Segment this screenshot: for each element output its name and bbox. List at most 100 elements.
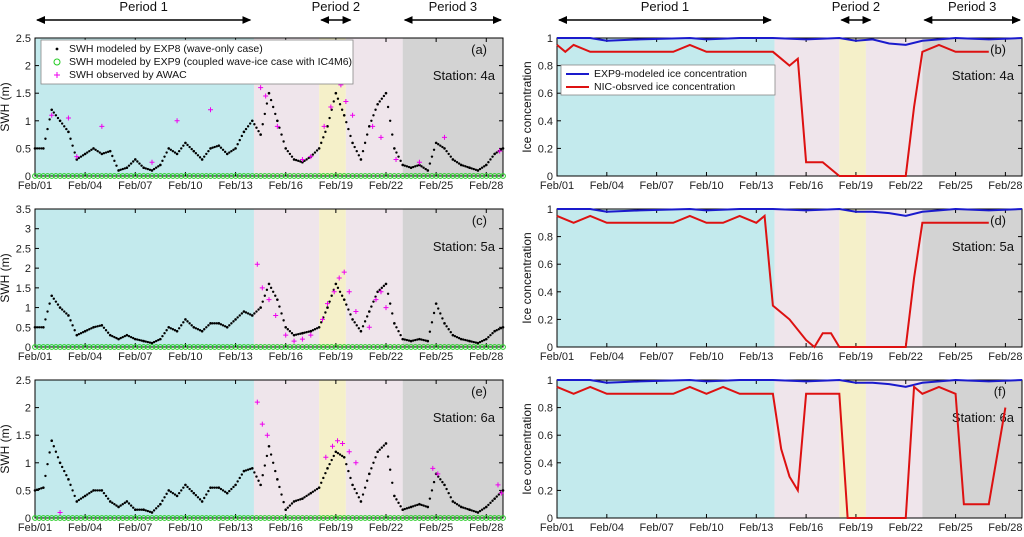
exp9-point xyxy=(232,515,239,521)
y-tick-label: 0.4 xyxy=(538,116,553,128)
exp8-point xyxy=(416,503,419,507)
x-tick-label: Feb/07 xyxy=(640,522,674,534)
exp8-point xyxy=(439,144,442,147)
exp8-point xyxy=(326,125,329,128)
exp8-point xyxy=(428,330,432,333)
awac-point xyxy=(350,112,356,118)
exp9-point xyxy=(353,344,360,350)
exp9-point xyxy=(475,344,481,350)
exp8-point xyxy=(384,91,388,95)
exp8-point xyxy=(90,327,93,330)
exp8-point xyxy=(263,294,267,297)
exp8-point xyxy=(376,290,379,294)
exp8-point xyxy=(169,148,173,151)
exp8-point xyxy=(154,166,158,169)
exp8-point xyxy=(200,158,204,161)
exp9-point xyxy=(128,344,135,350)
exp8-point xyxy=(361,325,365,328)
exp8-point xyxy=(196,154,200,157)
exp8-point xyxy=(487,503,490,507)
exp8-point xyxy=(336,97,340,100)
exp8-point xyxy=(242,130,246,134)
exp8-point xyxy=(175,152,179,156)
exp9-point xyxy=(483,173,490,179)
period-shading xyxy=(345,209,403,347)
exp9-point xyxy=(387,344,394,350)
exp8-point xyxy=(188,322,191,325)
exp9-point xyxy=(182,515,189,521)
exp8-point xyxy=(391,133,394,136)
exp8-point xyxy=(117,505,120,509)
plot-frame xyxy=(34,208,504,348)
legend: SWH modeled by EXP8 (wave-only case)SWH … xyxy=(40,39,354,85)
exp9-point xyxy=(253,515,260,521)
exp8-point xyxy=(188,487,191,491)
exp9-point xyxy=(69,344,76,350)
exp9-point xyxy=(470,515,477,521)
exp9-point xyxy=(195,173,201,179)
exp8-point xyxy=(393,147,396,150)
awac-point xyxy=(393,156,399,162)
exp9-point xyxy=(454,515,460,521)
exp8-point xyxy=(265,454,269,458)
period-shading xyxy=(774,38,840,176)
exp8-point xyxy=(140,339,143,342)
exp8-point xyxy=(100,152,104,156)
exp8-point xyxy=(161,334,164,338)
exp8-point xyxy=(453,501,457,505)
exp9-point xyxy=(358,173,364,179)
exp9-point xyxy=(337,173,343,179)
panel-label: (f) xyxy=(994,384,1006,399)
exp9-point xyxy=(153,344,160,350)
x-tick-label: Feb/28 xyxy=(469,522,503,534)
exp8-point xyxy=(290,332,294,335)
exp9-point xyxy=(454,344,460,350)
x-tick-label: Feb/04 xyxy=(68,522,102,534)
exp8-point xyxy=(186,320,189,323)
exp9-point xyxy=(241,344,247,350)
exp9-point xyxy=(399,515,406,521)
exp8-point xyxy=(119,504,122,507)
awac-point xyxy=(266,297,272,303)
exp8-point xyxy=(345,303,348,306)
exp8-point xyxy=(317,147,321,150)
exp8-point xyxy=(225,491,229,495)
exp8-point xyxy=(123,501,127,505)
y-tick-label: 1 xyxy=(25,303,31,315)
exp8-point xyxy=(44,474,47,478)
exp8-point xyxy=(228,151,231,154)
exp8-point xyxy=(163,332,166,335)
exp8-point xyxy=(345,462,348,466)
exp8-point xyxy=(115,164,118,167)
exp8-point xyxy=(63,310,66,313)
exp9-point xyxy=(412,515,419,521)
exp8-point xyxy=(196,496,200,499)
exp8-point xyxy=(77,156,81,160)
exp8-point xyxy=(71,324,74,327)
exp8-point xyxy=(100,489,104,492)
exp8-point xyxy=(81,154,85,157)
exp8-point xyxy=(219,146,223,149)
exp8-point xyxy=(69,319,72,322)
exp8-point xyxy=(376,102,379,106)
awac-point xyxy=(373,297,379,303)
exp8-point xyxy=(491,155,494,158)
exp9-point xyxy=(61,173,68,179)
exp8-point xyxy=(40,487,43,490)
exp8-point xyxy=(259,306,262,309)
x-tick-label: Feb/28 xyxy=(988,180,1022,192)
exp8-point xyxy=(161,159,164,163)
exp8-point xyxy=(338,290,342,293)
exp8-point xyxy=(146,340,150,344)
exp9-point xyxy=(403,173,410,179)
exp8-point xyxy=(127,164,131,167)
exp9-point xyxy=(186,344,193,350)
exp8-point xyxy=(177,149,181,153)
exp8-point xyxy=(478,167,482,171)
exp8-point xyxy=(186,485,189,489)
exp9-point xyxy=(358,515,364,521)
exp8-point xyxy=(363,141,367,145)
exp8-point xyxy=(238,476,241,480)
exp9-point xyxy=(261,515,268,521)
exp9-point xyxy=(324,515,331,521)
